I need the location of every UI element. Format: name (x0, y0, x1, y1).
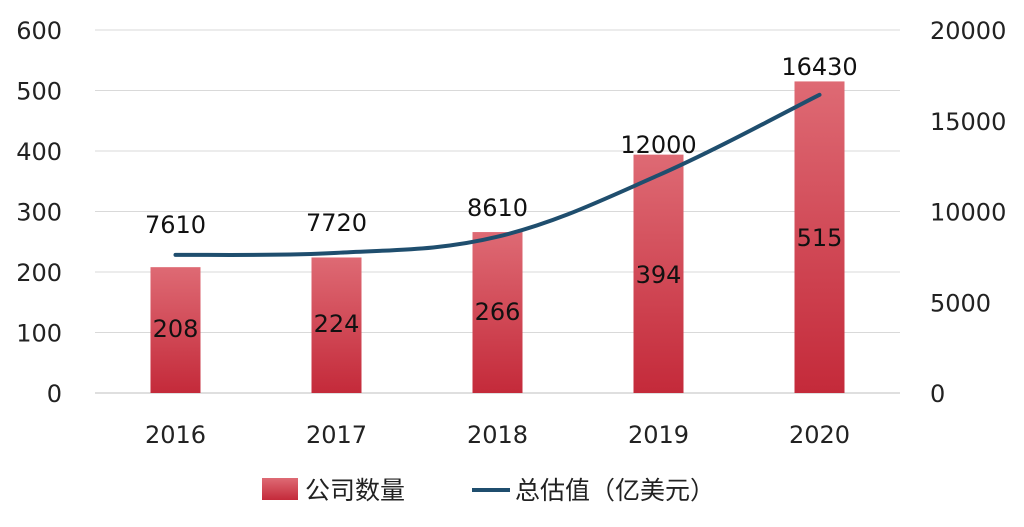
left-tick-label: 500 (16, 78, 62, 106)
line-series (173, 92, 822, 257)
bar-series (150, 81, 845, 394)
bar-value-label: 515 (797, 224, 843, 252)
x-axis: 2016 2017 2018 2019 2020 (145, 421, 850, 449)
bar-2018 (472, 232, 523, 393)
legend: 公司数量 总估值（亿美元） (262, 476, 715, 505)
category-label: 2018 (467, 421, 528, 449)
right-tick-label: 15000 (930, 108, 1006, 136)
right-tick-label: 0 (930, 380, 945, 408)
category-label: 2020 (789, 421, 850, 449)
bar-2016 (150, 267, 201, 393)
bar-value-label: 224 (314, 310, 360, 338)
legend-label-line: 总估值（亿美元） (515, 476, 715, 505)
left-tick-label: 400 (16, 138, 62, 166)
category-label: 2019 (628, 421, 689, 449)
left-y-axis: 0 100 200 300 400 500 600 (16, 17, 62, 408)
left-tick-label: 100 (16, 320, 62, 348)
category-label: 2016 (145, 421, 206, 449)
left-tick-label: 300 (16, 199, 62, 227)
bar-2020 (794, 81, 845, 394)
line-data-labels: 7610 7720 8610 12000 16430 (145, 53, 858, 239)
right-y-axis: 0 5000 10000 15000 20000 (930, 17, 1006, 408)
legend-label-bar: 公司数量 (305, 476, 405, 505)
line-value-label: 7720 (306, 209, 367, 237)
right-tick-label: 5000 (930, 289, 991, 317)
left-tick-label: 600 (16, 17, 62, 45)
bar-value-label: 208 (153, 315, 199, 343)
left-tick-label: 200 (16, 259, 62, 287)
bar-value-label: 266 (475, 298, 521, 326)
category-label: 2017 (306, 421, 367, 449)
left-tick-label: 0 (47, 380, 62, 408)
line-value-label: 16430 (781, 53, 857, 81)
line-value-label: 7610 (145, 211, 206, 239)
line-value-label: 8610 (467, 194, 528, 222)
valuation-line (173, 92, 822, 257)
line-value-label: 12000 (620, 131, 696, 159)
legend-swatch-bar (262, 478, 298, 500)
bar-2019 (633, 154, 684, 393)
bar-value-label: 394 (636, 261, 682, 289)
bar-2017 (311, 257, 362, 393)
right-tick-label: 10000 (930, 199, 1006, 227)
bar-data-labels: 208 224 266 394 515 (153, 224, 843, 343)
right-tick-label: 20000 (930, 17, 1006, 45)
